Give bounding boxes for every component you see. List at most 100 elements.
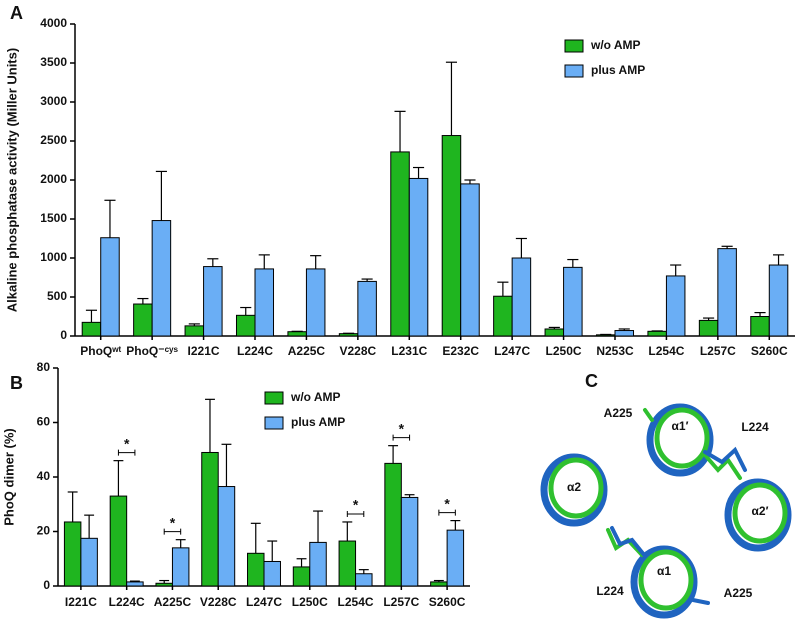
bar xyxy=(430,581,448,587)
significance-label: * xyxy=(444,495,450,511)
bar xyxy=(441,135,462,337)
bar xyxy=(614,330,635,337)
helix xyxy=(732,482,788,544)
legend-swatch xyxy=(264,391,284,405)
x-tick-label: I221C xyxy=(65,595,97,609)
helix xyxy=(548,457,604,519)
helix xyxy=(540,453,608,527)
structure-label: A225 xyxy=(604,406,633,420)
x-tick-label: V228C xyxy=(340,344,377,358)
x-tick-label: N253C xyxy=(596,344,634,358)
bar xyxy=(203,266,223,337)
legend-label: w/o AMP xyxy=(590,38,641,52)
bar xyxy=(544,328,565,337)
bar xyxy=(698,319,719,337)
bar xyxy=(357,280,377,337)
bar xyxy=(338,333,359,337)
x-tick-label: L231C xyxy=(391,344,427,358)
bar xyxy=(400,496,419,587)
bar xyxy=(665,275,686,337)
x-tick-label: L254C xyxy=(338,595,374,609)
bar xyxy=(309,541,327,587)
significance-bracket xyxy=(392,434,411,441)
helices xyxy=(540,403,792,619)
bar xyxy=(384,462,402,587)
x-tick-label: L257C xyxy=(383,595,419,609)
legend-swatch xyxy=(264,416,284,430)
y-tick-label: 4000 xyxy=(40,16,67,30)
significance-label: * xyxy=(353,497,359,513)
x-tick-label: I221C xyxy=(188,344,220,358)
bar xyxy=(493,295,513,337)
helix xyxy=(630,545,698,619)
bar xyxy=(460,183,480,337)
helix xyxy=(638,549,694,611)
structure-label: L224 xyxy=(741,420,769,434)
bar xyxy=(263,560,281,587)
panel-label: A xyxy=(10,3,23,23)
x-tick-label: L247C xyxy=(494,344,530,358)
x-tick-label: L247C xyxy=(246,595,282,609)
panel-label: C xyxy=(585,371,598,391)
y-tick-label: 3500 xyxy=(40,55,67,69)
x-tick-label: A225C xyxy=(288,344,326,358)
bar xyxy=(768,264,789,337)
y-tick-label: 0 xyxy=(60,328,67,342)
side-chain xyxy=(691,598,710,605)
bar xyxy=(647,330,667,337)
bar xyxy=(305,268,326,337)
significance-bracket xyxy=(163,528,182,535)
x-tick-label: S260C xyxy=(751,344,788,358)
structure-label: α2′ xyxy=(752,504,769,518)
x-tick-label: S260C xyxy=(429,595,466,609)
x-tick-label: PhoQ⁻ᶜʸˢ xyxy=(126,344,178,358)
structure-label: A225 xyxy=(724,586,753,600)
helix xyxy=(654,407,710,469)
structure-label: α1 xyxy=(657,564,671,578)
legend-label: w/o AMP xyxy=(290,390,341,404)
x-tick-label: PhoQʷᵗ xyxy=(80,344,121,358)
bar xyxy=(563,266,583,337)
bar xyxy=(247,552,265,587)
side-chain xyxy=(610,526,647,558)
bar xyxy=(80,537,98,587)
bar xyxy=(254,268,275,337)
x-tick-label: L224C xyxy=(109,595,145,609)
bar xyxy=(446,529,465,587)
significance-label: * xyxy=(170,514,176,530)
bar xyxy=(390,151,410,337)
significance-bracket xyxy=(117,449,136,456)
bar xyxy=(717,248,737,337)
x-tick-label: L257C xyxy=(700,344,736,358)
y-tick-label: 3000 xyxy=(40,94,67,108)
bar xyxy=(511,257,532,337)
y-tick-label: 500 xyxy=(47,289,67,303)
significance-bracket xyxy=(346,510,365,517)
y-tick-label: 1500 xyxy=(40,211,67,225)
bar xyxy=(355,573,373,587)
panel-label: B xyxy=(10,373,23,393)
x-tick-label: E232C xyxy=(442,344,479,358)
side-chain xyxy=(703,446,747,472)
structure-label: α2 xyxy=(567,480,581,494)
bar xyxy=(100,237,120,337)
bar xyxy=(151,220,172,337)
significance-label: * xyxy=(124,435,130,451)
side-chains xyxy=(606,408,747,605)
bar xyxy=(126,581,144,587)
bar xyxy=(81,321,102,337)
y-tick-label: 60 xyxy=(37,415,51,429)
x-tick-label: L250C xyxy=(292,595,328,609)
y-axis-label: PhoQ dimer (%) xyxy=(1,428,16,526)
bar xyxy=(292,566,311,587)
y-axis-label: Alkaline phosphatase activity (Miller Un… xyxy=(4,48,19,312)
structure-panel: C A225 α1′ L224 α2 α2′ L224 α1 A225 xyxy=(540,371,792,619)
significance-bracket xyxy=(438,509,456,516)
bar xyxy=(235,314,256,337)
y-tick-label: 2000 xyxy=(40,172,67,186)
x-tick-label: V228C xyxy=(200,595,237,609)
structure-label: L224 xyxy=(596,584,624,598)
side-chain xyxy=(643,408,654,422)
y-tick-label: 20 xyxy=(37,524,51,538)
